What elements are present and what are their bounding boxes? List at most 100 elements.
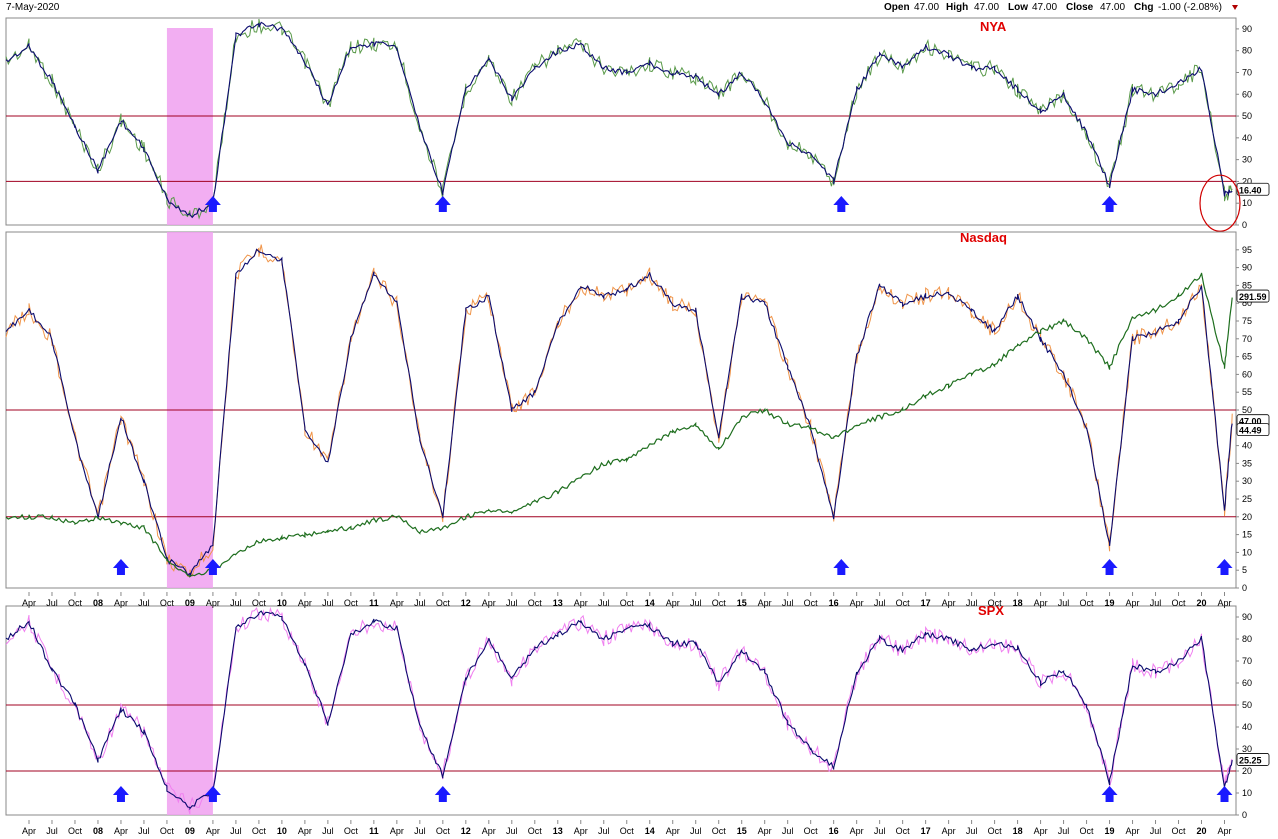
open-value: 47.00 [914,2,939,13]
buy-arrow-icon [1216,559,1233,575]
y-tick-label: 30 [1242,476,1252,486]
close-label: Close [1066,2,1094,13]
x-tick-label: 11 [369,598,379,608]
y-tick-label: 35 [1242,458,1252,468]
panel-spx: 0 10 20 30 40 50 60 70 80 90 SPX 25.25 [5,603,1270,820]
x-tick-label: Oct [1172,598,1187,608]
x-tick-label: 20 [1197,826,1207,836]
x-tick-label: Oct [344,598,359,608]
x-tick-label: Apr [298,598,312,608]
x-tick-label: Apr [850,598,864,608]
buy-arrow-icon [1101,786,1118,802]
bear-market-highlight [166,606,213,815]
x-tick-label: Oct [528,826,543,836]
y-tick-label: 70 [1242,67,1252,77]
x-tick-label: Apr [1034,598,1048,608]
y-tick-label: 10 [1242,547,1252,557]
y-tick-label: 50 [1242,700,1252,710]
buy-arrow-icon [1216,786,1233,802]
x-tick-label: Apr [22,826,36,836]
y-tick-label: 95 [1242,245,1252,255]
last-value-badge: 47.00 [1239,417,1262,427]
x-tick-label: Jul [322,598,334,608]
x-tick-label: Apr [482,826,496,836]
x-tick-label: Jul [138,826,150,836]
x-tick-label: Apr [1217,826,1231,836]
x-tick-label: Oct [620,598,635,608]
x-tick-label: Apr [758,598,772,608]
x-tick-label: Jul [598,826,610,836]
panel-title: SPX [978,603,1004,618]
y-tick-label: 0 [1242,810,1247,820]
y-tick-label: 90 [1242,24,1252,34]
x-tick-label: 09 [185,598,195,608]
y-tick-label: 80 [1242,298,1252,308]
x-tick-label: Jul [782,598,794,608]
x-tick-label: Jul [690,598,702,608]
y-tick-label: 50 [1242,111,1252,121]
buy-arrow-icon [1101,196,1118,212]
x-tick-label: 10 [277,826,287,836]
x-tick-label: 10 [277,598,287,608]
chart-panels: 0 10 20 30 40 50 60 70 80 90 NYA 16.40 0 5 10 15 20 25 30 3… [5,17,1270,836]
x-tick-label: Jul [230,598,242,608]
x-tick-label: Oct [68,598,83,608]
x-tick-label: Oct [436,598,451,608]
composite-value-badge-box [1236,289,1270,303]
x-tick-label: Apr [298,826,312,836]
x-tick-label: Jul [874,826,886,836]
x-tick-label: Jul [1150,826,1162,836]
y-tick-label: 20 [1242,766,1252,776]
y-tick-label: 40 [1242,722,1252,732]
x-tick-label: 12 [461,826,471,836]
buy-arrow-icon [204,196,221,212]
x-tick-label: Jul [46,826,58,836]
x-tick-label: 19 [1105,598,1115,608]
x-tick-label: Apr [114,826,128,836]
panel-title: Nasdaq [960,230,1007,245]
x-tick-label: Oct [160,826,175,836]
x-tick-label: 15 [737,598,747,608]
composite-value-badge: 291.59 [1239,292,1267,302]
buy-arrow-icon [204,559,221,575]
x-tick-label: 15 [737,826,747,836]
y-tick-label: 90 [1242,263,1252,273]
x-tick-label: Oct [528,598,543,608]
series-smoothed-line [5,248,1233,577]
x-tick-label: Jul [506,826,518,836]
x-tick-label: Oct [436,826,451,836]
x-tick-label: Oct [988,598,1003,608]
y-tick-label: 60 [1242,369,1252,379]
y-tick-label: 50 [1242,405,1252,415]
x-tick-label: Jul [598,598,610,608]
x-tick-label: Apr [1126,598,1140,608]
x-axis-2: Apr Jul Oct 08 Apr Jul Oct 09 Apr Jul Oct 10 Apr Jul O… [22,820,1232,836]
y-tick-label: 65 [1242,352,1252,362]
x-tick-label: Apr [574,826,588,836]
y-tick-label: 25 [1242,494,1252,504]
x-tick-label: Jul [506,598,518,608]
panel-nasdaq: 05101520253035404550556065707580859095Na… [5,230,1270,593]
buy-arrow-icon [434,786,451,802]
y-tick-label: 80 [1242,46,1252,56]
y-tick-label: 60 [1242,678,1252,688]
x-tick-label: 08 [93,826,103,836]
x-tick-label: 14 [645,598,655,608]
buy-arrow-icon [833,559,850,575]
x-tick-label: 11 [369,826,379,836]
x-tick-label: Apr [942,826,956,836]
x-tick-label: Oct [804,598,819,608]
x-tick-label: 20 [1197,598,1207,608]
x-tick-label: Oct [896,598,911,608]
y-tick-label: 20 [1242,512,1252,522]
buy-arrow-icon [1101,559,1118,575]
y-tick-label: 75 [1242,316,1252,326]
x-tick-label: Jul [1058,826,1070,836]
dropdown-triangle-icon[interactable] [1232,5,1238,10]
x-tick-label: Apr [574,598,588,608]
x-tick-label: Apr [206,826,220,836]
x-tick-label: Apr [1126,826,1140,836]
x-tick-label: Apr [206,598,220,608]
highlight-circle [1199,174,1241,232]
y-tick-label: 40 [1242,133,1252,143]
